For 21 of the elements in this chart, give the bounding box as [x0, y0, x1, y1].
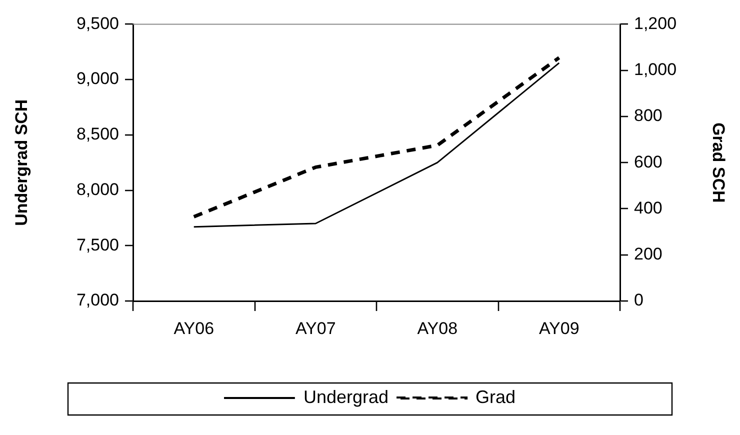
y-tick-label: 7,000 [76, 290, 119, 310]
y2-tick-label: 0 [634, 290, 644, 310]
y2-tick-label: 400 [634, 198, 662, 218]
x-tick-label: AY09 [538, 318, 580, 338]
y2-tick-label: 200 [634, 244, 662, 264]
y-tick-label: 8,500 [76, 124, 119, 144]
y-axis-title: Undergrad SCH [12, 99, 31, 226]
legend-label: Grad [476, 386, 516, 407]
x-tick-label: AY06 [174, 318, 214, 338]
x-tick-label: AY07 [295, 318, 336, 338]
y-tick-label: 9,000 [76, 69, 119, 88]
y2-tick-label: 1,000 [634, 60, 677, 80]
x-tick-label: AY08 [417, 318, 458, 338]
y-tick-label: 9,500 [76, 14, 119, 33]
y2-tick-label: 600 [634, 152, 662, 172]
y-tick-label: 8,000 [76, 180, 119, 199]
y2-tick-label: 800 [634, 106, 662, 126]
y2-tick-label: 1,200 [634, 14, 677, 33]
y2-axis-title: Grad SCH [709, 122, 728, 203]
legend-label: Undergrad [303, 386, 389, 407]
y-tick-label: 7,500 [76, 235, 119, 254]
